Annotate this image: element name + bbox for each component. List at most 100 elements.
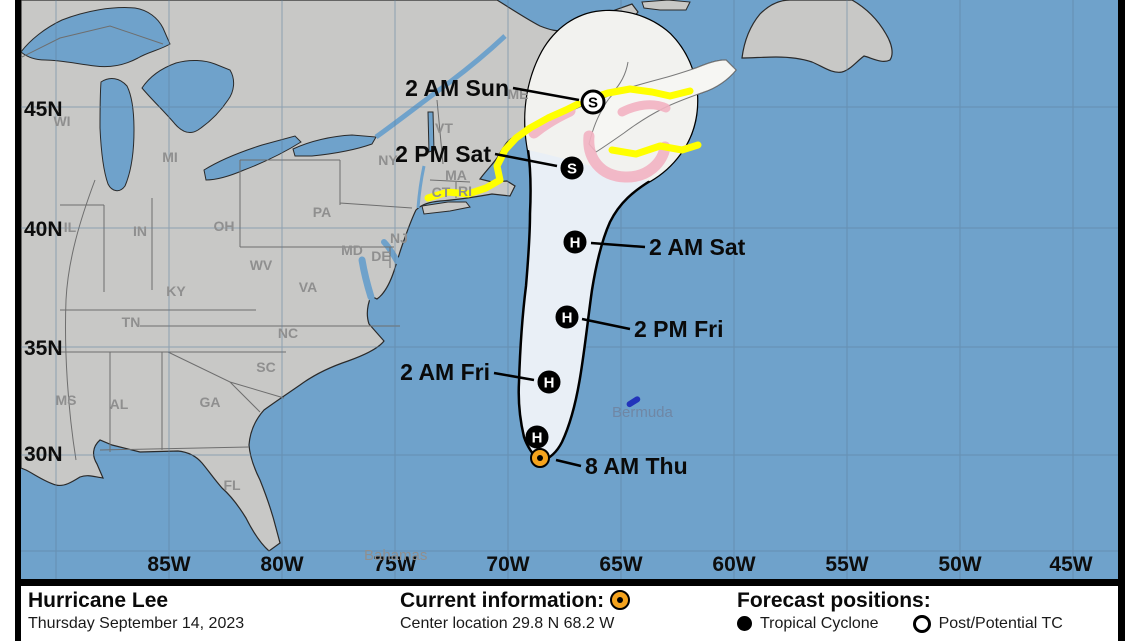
longitude-axis-label: 75W — [373, 553, 416, 576]
lake-michigan — [99, 78, 135, 192]
hudson-river — [416, 165, 426, 209]
longitude-axis-label: 45W — [1049, 553, 1092, 576]
lake-superior — [20, 7, 171, 68]
state-label: WI — [53, 113, 70, 129]
newfoundland-land — [741, 0, 893, 73]
warning-nb-north-coast — [582, 85, 694, 104]
callout-pointer-line — [581, 317, 631, 331]
axis-labels-layer: 45N 40N 35N 30N 85W 80W 75W 70W 65W 60W 55W 50W 45W — [24, 98, 1093, 576]
latitude-axis-label: 35N — [24, 337, 63, 360]
place-labels-layer: Bermuda Bahamas — [364, 404, 674, 564]
forecast-position-marker: S — [560, 156, 584, 180]
longitude-axis-label: 80W — [260, 553, 303, 576]
marker-circle — [563, 230, 587, 254]
forecast-time-label: 2 AM Sat — [649, 234, 746, 260]
current-position-icon — [610, 590, 631, 610]
state-label: OH — [214, 218, 235, 234]
state-label: IN — [133, 223, 147, 239]
tropical-cyclone-icon — [737, 616, 752, 631]
lake-huron — [141, 60, 235, 133]
forecast-positions-key: Tropical Cyclone Post/Potential TC — [737, 613, 1063, 634]
current-position-center — [537, 455, 543, 461]
st-lawrence-river — [374, 34, 507, 140]
marker-circle — [560, 156, 584, 180]
callout-pointer-line — [493, 371, 535, 382]
marker-letter: H — [562, 310, 573, 327]
watch-segment-novascotia — [583, 130, 671, 183]
callout-pointer-line — [590, 241, 646, 249]
marker-circle — [580, 89, 606, 115]
forecast-time-label: 2 AM Sun — [405, 75, 509, 101]
state-label: IL — [64, 219, 77, 235]
state-label: NJ — [390, 230, 408, 246]
forecast-time-label: 2 PM Sat — [395, 141, 491, 167]
state-label: WV — [250, 257, 273, 273]
anticosti-island — [641, 0, 691, 11]
state-label: DE — [371, 248, 390, 264]
state-label: MD — [341, 242, 363, 258]
advisory-date: Thursday September 14, 2023 — [28, 615, 245, 632]
longitude-axis-label: 85W — [147, 553, 190, 576]
marker-letter: S — [567, 161, 577, 178]
state-label: RI — [458, 183, 472, 199]
state-label: MA — [445, 167, 467, 183]
post-potential-tc-icon — [912, 614, 931, 633]
state-label: TN — [122, 314, 141, 330]
legend-current-block: Current information: Center location 29.… — [400, 589, 631, 634]
forecast-position-marker: S — [580, 89, 606, 115]
current-info-title: Current information: — [400, 589, 631, 613]
state-label: CT — [432, 184, 451, 200]
forecast-position-marker: H — [525, 425, 549, 449]
storm-name: Hurricane Lee — [28, 589, 169, 612]
tropical-cyclone-label: Tropical Cyclone — [760, 615, 879, 632]
state-label: GA — [200, 394, 221, 410]
lake-champlain — [427, 111, 435, 153]
state-label: NY — [378, 152, 398, 168]
callout-layer: 8 AM Thu 2 AM Fri 2 PM Fri 2 AM Sat 2 PM Sat… — [395, 75, 745, 479]
longitude-axis-label: 50W — [938, 553, 981, 576]
place-label: Bahamas — [364, 547, 427, 564]
state-label: PA — [313, 204, 331, 220]
marker-circle — [537, 370, 561, 394]
legend-bar: Hurricane Lee Thursday September 14, 202… — [21, 579, 1118, 641]
callout-pointer-line — [555, 458, 582, 468]
state-label: MS — [56, 392, 77, 408]
latitude-axis-label: 45N — [24, 98, 63, 121]
warning-ns-south-coast — [608, 141, 702, 158]
marker-circle — [555, 305, 579, 329]
state-label: NC — [278, 325, 298, 341]
legend-storm-block: Hurricane Lee Thursday September 14, 202… — [28, 589, 244, 634]
marker-letter: S — [588, 95, 598, 112]
center-location: Center location 29.8 N 68.2 W — [400, 615, 615, 632]
callout-pointer-line — [494, 152, 558, 168]
latitude-axis-label: 30N — [24, 443, 63, 466]
legend-forecast-block: Forecast positions: Tropical Cyclone Post… — [737, 589, 1063, 634]
latitude-axis-label: 40N — [24, 218, 63, 241]
forecast-points-layer: H H H H S S — [525, 89, 606, 468]
forecast-time-label: 2 PM Fri — [634, 316, 723, 342]
forecast-time-label: 8 AM Thu — [585, 453, 688, 479]
forecast-position-marker: H — [537, 370, 561, 394]
forecast-position-marker: H — [563, 230, 587, 254]
state-label: FL — [223, 477, 241, 493]
longitude-axis-label: 65W — [599, 553, 642, 576]
post-potential-tc-label: Post/Potential TC — [938, 615, 1063, 632]
state-label: KY — [166, 283, 186, 299]
longitude-axis-label: 55W — [825, 553, 868, 576]
callout-pointer-line — [512, 86, 580, 102]
marker-letter: H — [532, 430, 543, 447]
marker-letter: H — [570, 235, 581, 252]
ts-warning-band — [424, 85, 702, 202]
longitude-axis-label: 60W — [712, 553, 755, 576]
forecast-position-marker: H — [555, 305, 579, 329]
state-label: SC — [256, 359, 275, 375]
warning-newengland-coast — [424, 100, 582, 202]
place-label: Bermuda — [612, 404, 674, 421]
marker-circle — [525, 425, 549, 449]
current-position-marker — [530, 448, 550, 468]
marker-letter: H — [544, 375, 555, 392]
map-area: 45N 40N 35N 30N 85W 80W 75W 70W 65W 60W 55W 50W 45W … — [19, 0, 1118, 579]
